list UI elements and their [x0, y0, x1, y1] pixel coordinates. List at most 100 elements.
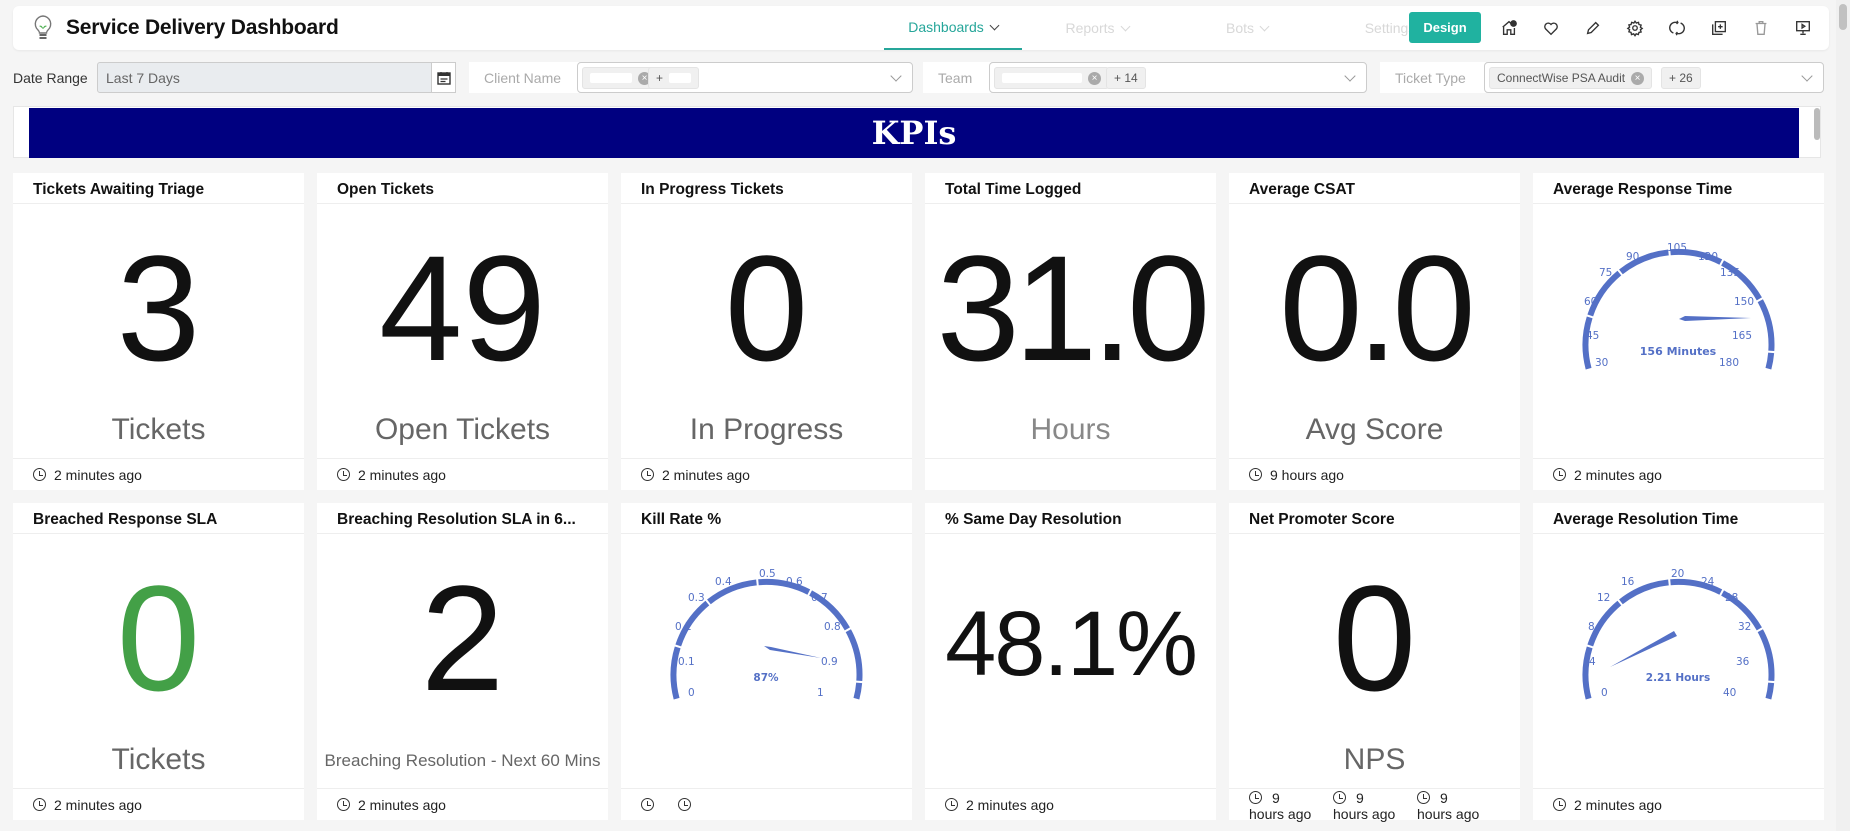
svg-text:90: 90: [1626, 251, 1639, 263]
svg-text:180: 180: [1719, 357, 1739, 369]
kpi-subtitle: NPS: [1343, 743, 1406, 776]
kpi-subtitle: Tickets: [111, 743, 206, 776]
trash-icon[interactable]: [1751, 18, 1771, 38]
team-select[interactable]: × + 14: [989, 62, 1367, 93]
footer-text: hours ago: [1333, 805, 1396, 822]
clock-icon: [1249, 791, 1262, 804]
nav-label: Bots: [1225, 20, 1254, 36]
card-footer: 2 minutes ago: [317, 458, 608, 490]
nav-label: Settings: [1364, 20, 1416, 36]
banner-scrollbar[interactable]: [1812, 106, 1822, 158]
card-footer: 2 minutes ago: [317, 788, 608, 820]
clock-icon: [1553, 798, 1566, 811]
team-more-tag[interactable]: + 14: [1106, 67, 1146, 89]
card-footer: [925, 458, 1216, 490]
footer-number: 9: [1272, 789, 1280, 806]
kpi-value: 0.0: [1279, 224, 1476, 392]
kpi-value: 2: [420, 554, 505, 722]
svg-text:0.2: 0.2: [675, 621, 692, 633]
last-updated: 2 minutes ago: [358, 466, 446, 483]
card-title: Average CSAT: [1229, 173, 1520, 204]
redacted-value: [1002, 73, 1082, 83]
card-open-tickets: Open Tickets 49 Open Tickets 2 minutes a…: [317, 173, 608, 490]
kpi-value: 49: [379, 224, 546, 392]
footer-number: 9: [1356, 789, 1364, 806]
heart-icon[interactable]: [1541, 18, 1561, 38]
gear-icon[interactable]: [1625, 18, 1645, 38]
scrollbar-thumb[interactable]: [1839, 4, 1847, 30]
ticket-type-more-tag[interactable]: + 26: [1661, 67, 1701, 89]
present-icon[interactable]: [1793, 18, 1813, 38]
clock-icon: [945, 798, 958, 811]
card-same-day-resolution: % Same Day Resolution 48.1% 2 minutes ag…: [925, 503, 1216, 820]
clock-icon: [33, 468, 46, 481]
filter-bar: Date Range Last 7 Days Client Name × + T…: [0, 62, 1850, 94]
nav-dashboards[interactable]: Dashboards: [884, 6, 1022, 50]
footer-number: 9: [1440, 789, 1448, 806]
duplicate-icon[interactable]: [1709, 18, 1729, 38]
scrollbar-thumb[interactable]: [1814, 108, 1820, 140]
svg-text:0: 0: [688, 687, 695, 699]
page-scrollbar[interactable]: [1836, 0, 1850, 831]
clock-icon: [337, 468, 350, 481]
svg-text:45: 45: [1586, 330, 1599, 342]
svg-text:12: 12: [1597, 592, 1610, 604]
gauge-arc: [1582, 248, 1775, 370]
team-tag: ×: [994, 67, 1109, 89]
remove-tag-icon[interactable]: ×: [638, 71, 651, 85]
design-button[interactable]: Design: [1409, 12, 1481, 43]
team-label-box: Team: [923, 62, 991, 93]
card-title: Tickets Awaiting Triage: [13, 173, 304, 204]
card-tickets-awaiting-triage: Tickets Awaiting Triage 3 Tickets 2 minu…: [13, 173, 304, 490]
kill-rate-gauge: 0 0.1 0.2 0.3 0.4 0.5 0.6 0.7 0.8 0.9 1 87%: [670, 568, 863, 700]
remove-tag-icon[interactable]: ×: [1088, 71, 1101, 85]
card-footer: 9 hours ago 9 hours ago 9 hours ago: [1229, 788, 1520, 822]
redacted-value: [669, 73, 692, 83]
footer-text: hours ago: [1249, 805, 1312, 822]
nav-settings[interactable]: Settings: [1322, 6, 1472, 50]
clock-icon: [1333, 791, 1346, 804]
svg-text:0: 0: [1601, 687, 1608, 699]
ticket-type-label: Ticket Type: [1395, 70, 1466, 86]
svg-text:0.8: 0.8: [824, 621, 841, 633]
nav-bots[interactable]: Bots: [1172, 6, 1322, 50]
client-name-select[interactable]: × +: [577, 62, 913, 93]
ticket-type-tag: ConnectWise PSA Audit ×: [1489, 67, 1653, 89]
gauge-needle: [764, 646, 821, 658]
gauge-label: 87%: [753, 672, 779, 684]
card-title: Breached Response SLA: [13, 503, 304, 534]
calendar-icon[interactable]: [432, 62, 456, 93]
clock-icon: [1417, 791, 1430, 804]
refresh-icon[interactable]: [1667, 18, 1687, 38]
date-range-input[interactable]: Last 7 Days: [97, 62, 432, 93]
kpi-subtitle: Tickets: [111, 413, 206, 446]
kpi-banner-widget: KPIs: [13, 106, 1821, 158]
footer-item: 9 hours ago: [1333, 790, 1417, 822]
pencil-icon[interactable]: [1583, 18, 1603, 38]
card-in-progress-tickets: In Progress Tickets 0 In Progress 2 minu…: [621, 173, 912, 490]
client-more-tag: +: [648, 67, 700, 89]
client-name-label: Client Name: [484, 70, 562, 86]
remove-tag-icon[interactable]: ×: [1631, 71, 1645, 85]
card-average-resolution-time: Average Resolution Time 0 4 8 12 16 20 24 28 32 3…: [1533, 503, 1824, 820]
kpi-value: 0: [116, 554, 201, 722]
kpi-value: 48.1%: [945, 593, 1198, 695]
card-net-promoter-score: Net Promoter Score 0 NPS 9 hours ago 9 hou…: [1229, 503, 1520, 822]
gauge-arc: [1582, 578, 1775, 700]
ticket-type-select[interactable]: ConnectWise PSA Audit × + 26: [1484, 62, 1824, 93]
svg-text:20: 20: [1671, 568, 1684, 580]
card-total-time-logged: Total Time Logged 31.0 Hours: [925, 173, 1216, 490]
svg-text:8: 8: [1588, 621, 1595, 633]
lightbulb-logo-icon: [31, 14, 55, 42]
card-footer: 2 minutes ago: [925, 788, 1216, 820]
svg-text:105: 105: [1667, 242, 1687, 254]
nav-reports[interactable]: Reports: [1022, 6, 1172, 50]
kpi-subtitle: Open Tickets: [374, 413, 551, 446]
card-average-csat: Average CSAT 0.0 Avg Score 9 hours ago: [1229, 173, 1520, 490]
chevron-down-icon: [1344, 70, 1356, 82]
add-home-icon[interactable]: [1499, 18, 1519, 38]
card-breached-response-sla: Breached Response SLA 0 Tickets 2 minute…: [13, 503, 304, 820]
svg-text:40: 40: [1723, 687, 1736, 699]
chevron-down-icon: [989, 20, 1000, 30]
redacted-value: [590, 73, 632, 83]
